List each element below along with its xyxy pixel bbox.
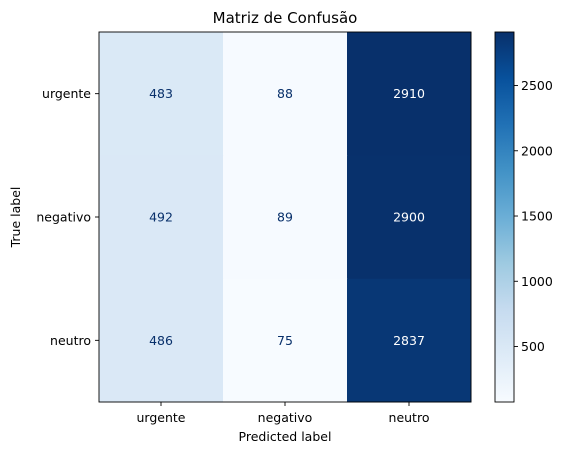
heatmap-cell	[347, 32, 472, 156]
colorbar-tick-label: 500	[521, 339, 545, 354]
colorbar: 500 1000 1500 2000 2500	[494, 31, 553, 403]
colorbar-tick-label: 1500	[521, 209, 553, 224]
cell-value-label: 492	[149, 210, 173, 225]
colorbar-tick-label: 2500	[521, 78, 553, 93]
cell-value-label: 75	[277, 333, 293, 348]
y-tick-label: urgente	[42, 86, 91, 101]
chart-title: Matriz de Confusão	[213, 9, 358, 27]
heatmap-cell	[347, 278, 472, 403]
heatmap-cell-labels: 483 88 2910 492 89 2900 486 75 2837	[149, 86, 425, 348]
cell-value-label: 88	[277, 86, 293, 101]
colorbar-tick-label: 2000	[521, 143, 553, 158]
colorbar-ticks: 500 1000 1500 2000 2500	[514, 78, 553, 354]
y-axis-label: True label	[8, 187, 23, 249]
x-axis: urgente negativo neutro	[137, 402, 430, 425]
heatmap-cells	[99, 32, 472, 403]
x-tick-label: negativo	[258, 410, 313, 425]
cell-value-label: 486	[149, 333, 173, 348]
colorbar-gradient	[494, 31, 515, 403]
heatmap-cell	[223, 32, 348, 156]
heatmap-cell	[99, 32, 224, 156]
cell-value-label: 89	[277, 210, 293, 225]
x-axis-label: Predicted label	[239, 429, 332, 444]
heatmap-cell	[347, 155, 472, 280]
cell-value-label: 2900	[393, 210, 425, 225]
cell-value-label: 2837	[393, 333, 425, 348]
y-axis: urgente negativo neutro	[36, 86, 99, 348]
heatmap-cell	[99, 155, 224, 280]
y-tick-label: negativo	[36, 210, 91, 225]
y-tick-label: neutro	[50, 333, 91, 348]
heatmap-cell	[99, 278, 224, 403]
x-tick-label: urgente	[137, 410, 186, 425]
colorbar-tick-label: 1000	[521, 274, 553, 289]
heatmap-cell	[223, 155, 348, 280]
cell-value-label: 2910	[393, 86, 425, 101]
x-tick-label: neutro	[389, 410, 430, 425]
heatmap-cell	[223, 278, 348, 403]
cell-value-label: 483	[149, 86, 173, 101]
